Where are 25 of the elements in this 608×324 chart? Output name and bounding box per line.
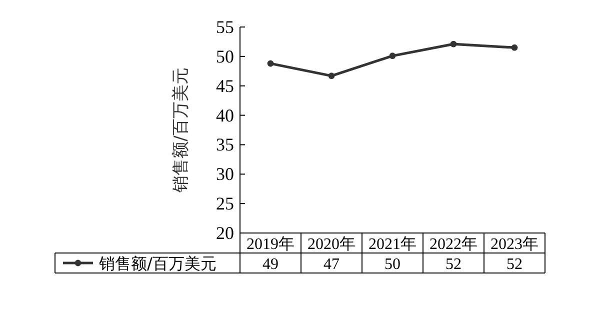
y-tick-label: 50 [216,46,234,66]
point [389,52,396,60]
data-label: 52 [506,256,522,273]
data-label: 49 [262,256,278,273]
y-tick-label: 30 [216,164,234,184]
y-tick-label: 20 [216,223,234,243]
data-label: 47 [324,256,340,273]
x-tick-label: 2022年 [430,236,478,253]
y-tick-label: 35 [216,134,234,155]
point [511,44,518,51]
point [328,72,335,80]
data-label: 52 [446,256,462,273]
y-tick-label: 40 [216,105,234,126]
y-axis-title: 销售额/百万美元 [171,68,191,194]
point [267,60,274,67]
y-tick-label: 45 [216,76,234,96]
x-tick-label: 2019年 [246,236,294,253]
y-tick-label: 25 [216,194,234,214]
x-tick-label: 2023年 [490,236,538,253]
x-tick-label: 2020年 [308,236,356,253]
legend-label: 销售额/百万美元 [98,254,216,273]
x-tick-label: 2021年 [368,236,416,253]
point [450,40,457,48]
data-label: 50 [384,256,400,273]
y-tick-label: 55 [216,17,234,37]
